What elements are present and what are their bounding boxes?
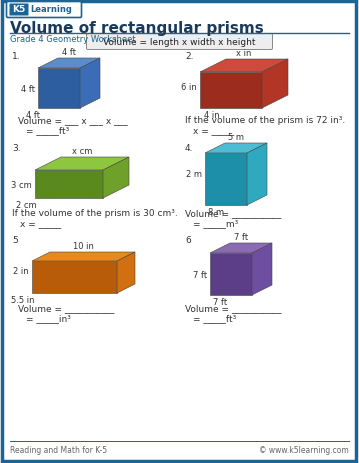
Polygon shape	[205, 154, 247, 206]
FancyBboxPatch shape	[9, 5, 28, 17]
Text: 4 ft: 4 ft	[21, 84, 35, 94]
Text: If the volume of the prism is 30 cm³.: If the volume of the prism is 30 cm³.	[12, 208, 178, 218]
Text: Volume = ___________: Volume = ___________	[18, 303, 115, 313]
Polygon shape	[103, 158, 129, 199]
Polygon shape	[205, 144, 267, 154]
Text: 8 m: 8 m	[208, 207, 224, 217]
Text: Learning: Learning	[30, 6, 72, 14]
Text: If the volume of the prism is 72 in³.: If the volume of the prism is 72 in³.	[185, 116, 345, 125]
Text: = _____in³: = _____in³	[26, 313, 71, 322]
Text: 2 in: 2 in	[13, 267, 29, 275]
Text: 4.: 4.	[185, 144, 194, 153]
Text: x in: x in	[236, 49, 252, 58]
Text: K5: K5	[12, 6, 25, 14]
Text: 7 ft: 7 ft	[213, 297, 227, 307]
Polygon shape	[200, 60, 288, 73]
Text: 7 ft: 7 ft	[234, 232, 248, 242]
Text: Volume = ___________: Volume = ___________	[185, 303, 281, 313]
Text: 6 in: 6 in	[181, 83, 197, 92]
Text: Volume = length x width x height: Volume = length x width x height	[103, 38, 255, 47]
Text: 3 cm: 3 cm	[11, 180, 32, 189]
Text: = _____ft³: = _____ft³	[193, 313, 236, 322]
FancyBboxPatch shape	[87, 34, 272, 50]
Text: 7 ft: 7 ft	[193, 270, 207, 279]
Polygon shape	[32, 262, 117, 294]
Text: Reading and Math for K-5: Reading and Math for K-5	[10, 445, 107, 454]
Text: = _____ft³: = _____ft³	[26, 126, 69, 135]
Text: 5.5 in: 5.5 in	[10, 295, 34, 304]
Text: 2.: 2.	[185, 52, 194, 61]
Polygon shape	[210, 244, 272, 253]
Text: 5: 5	[12, 236, 18, 244]
Text: 4 in: 4 in	[204, 111, 220, 120]
Polygon shape	[262, 60, 288, 109]
Text: 2 cm: 2 cm	[17, 200, 37, 210]
Text: 10 in: 10 in	[73, 242, 94, 250]
Text: Grade 4 Geometry Worksheet: Grade 4 Geometry Worksheet	[10, 35, 136, 44]
Text: x cm: x cm	[72, 147, 92, 156]
Polygon shape	[210, 253, 252, 295]
Text: 2 m: 2 m	[186, 170, 202, 179]
Text: 3.: 3.	[12, 144, 20, 153]
Polygon shape	[80, 59, 100, 109]
Text: x = _____: x = _____	[193, 126, 234, 135]
Polygon shape	[247, 144, 267, 206]
Text: 4 ft: 4 ft	[26, 111, 40, 120]
Polygon shape	[32, 252, 135, 262]
Text: 4 ft: 4 ft	[62, 48, 76, 57]
Text: x = _____: x = _____	[20, 219, 61, 227]
Polygon shape	[35, 158, 129, 171]
Text: © www.k5learning.com: © www.k5learning.com	[259, 445, 349, 454]
Polygon shape	[200, 73, 262, 109]
Polygon shape	[38, 59, 100, 69]
Polygon shape	[252, 244, 272, 295]
Polygon shape	[35, 171, 103, 199]
Text: = _____m³: = _____m³	[193, 219, 238, 227]
FancyBboxPatch shape	[6, 2, 81, 19]
Text: Volume of rectangular prisms: Volume of rectangular prisms	[10, 21, 264, 36]
Polygon shape	[117, 252, 135, 294]
Text: Volume = ___________: Volume = ___________	[185, 208, 281, 218]
Polygon shape	[38, 69, 80, 109]
Text: Volume = ___ x ___ x ___: Volume = ___ x ___ x ___	[18, 116, 128, 125]
Text: 1.: 1.	[12, 52, 20, 61]
Text: 6: 6	[185, 236, 191, 244]
Text: 5 m: 5 m	[228, 133, 244, 142]
